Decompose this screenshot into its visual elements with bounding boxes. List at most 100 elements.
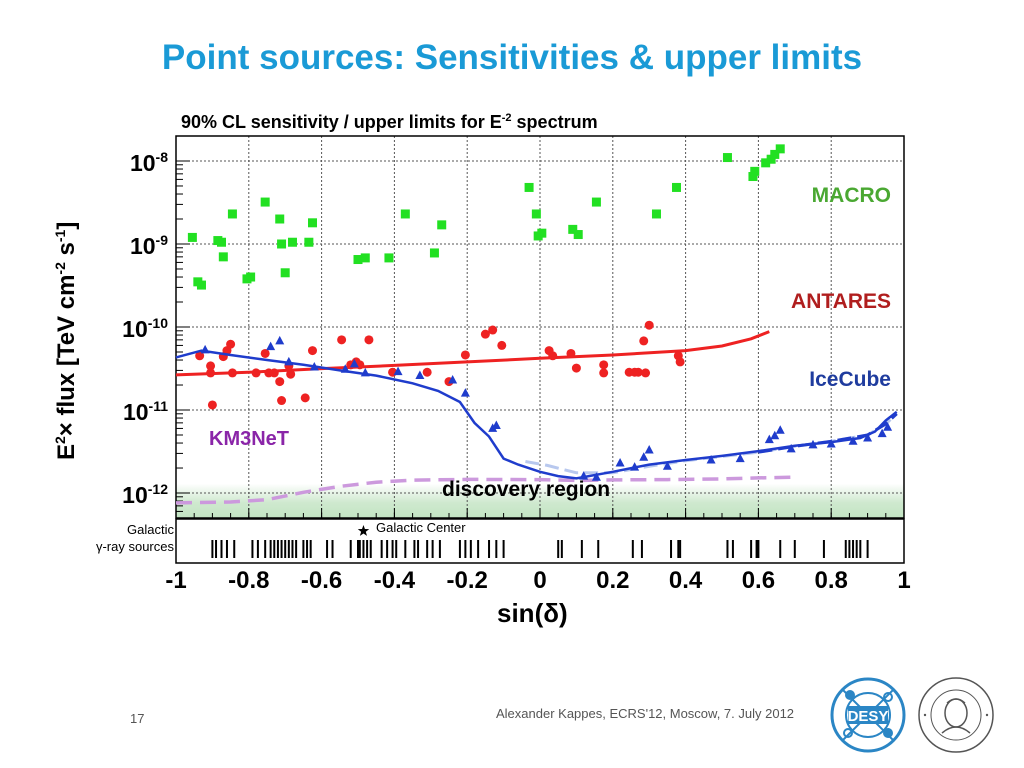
macro-point — [770, 149, 780, 159]
macro-point — [275, 214, 285, 224]
antares-point — [548, 351, 558, 361]
macro-point — [766, 154, 776, 164]
antares-point — [497, 340, 507, 350]
x-tick-label: 0.8 — [815, 567, 848, 594]
antares-point — [675, 357, 685, 367]
slide-title: Point sources: Sensitivities & upper lim… — [161, 38, 863, 77]
antares-point — [286, 369, 296, 379]
icecube-point — [770, 430, 780, 440]
x-tick-label: -0.2 — [447, 567, 488, 594]
macro-point — [304, 237, 314, 247]
x-tick-labels: -1 -0.8 -0.6 -0.4 -0.2 0 0.2 0.4 0.6 0.8 1 — [165, 567, 910, 594]
seal-portrait-hair — [946, 698, 966, 704]
icecube-point — [877, 428, 887, 438]
icecube-point — [460, 388, 470, 397]
icecube-point — [775, 425, 785, 434]
x-tick-label: -0.6 — [301, 567, 342, 594]
icecube-point — [284, 356, 294, 366]
seal-inner-circle — [930, 689, 982, 741]
icecube-point — [808, 439, 818, 449]
icecube-point — [393, 366, 403, 376]
macro-point — [384, 253, 394, 263]
macro-point — [218, 252, 228, 262]
icecube-point — [662, 461, 672, 470]
seal-dot — [985, 713, 989, 717]
icecube-point — [448, 374, 458, 384]
macro-point — [400, 209, 410, 219]
x-tick-label: -0.4 — [374, 567, 416, 594]
antares-series — [175, 320, 770, 410]
antares-point — [251, 368, 261, 378]
macro-point — [591, 197, 601, 207]
antares-point — [571, 363, 581, 373]
antares-point — [488, 325, 498, 335]
icecube-dashed-curve-north — [758, 412, 898, 454]
icecube-dashed-curve — [525, 412, 898, 475]
antares-point — [206, 368, 216, 378]
macro-point — [761, 158, 771, 168]
axis-ticks — [175, 135, 905, 519]
desy-logo-dot — [843, 728, 853, 738]
antares-point — [226, 339, 236, 349]
macro-point — [437, 220, 447, 230]
plot-title-exponent: -2 — [501, 112, 512, 124]
icecube-point — [883, 422, 893, 431]
icecube-point — [415, 370, 425, 380]
icecube-series — [175, 335, 898, 481]
source-strip-frame — [175, 518, 905, 564]
icecube-point — [360, 367, 370, 377]
x-tick-label: 0.4 — [669, 567, 703, 594]
seal-portrait-shoulders — [941, 726, 971, 734]
antares-point — [275, 377, 285, 387]
macro-point — [722, 153, 732, 163]
desy-logo-dot — [883, 692, 893, 702]
km3net-series — [175, 475, 795, 505]
seal-portrait-head — [944, 698, 968, 728]
macro-point — [360, 253, 370, 263]
icecube-point — [275, 335, 285, 345]
antares-point — [644, 320, 654, 330]
antares-sensitivity-curve — [175, 330, 770, 377]
macro-point — [196, 280, 206, 290]
y-tick-label: 10-12 — [122, 481, 168, 508]
y-tick-label: 10-8 — [130, 149, 168, 176]
desy-logo-inner-ring — [845, 692, 891, 738]
antares-point — [206, 361, 216, 371]
macro-point — [246, 272, 256, 282]
antares-point — [633, 367, 643, 377]
discovery-region-label: discovery region — [442, 478, 611, 501]
y-tick-label: 10-11 — [123, 398, 168, 425]
page-number: 17 — [130, 711, 145, 726]
macro-point — [429, 248, 439, 258]
icecube-point — [764, 434, 774, 444]
legend-macro: MACRO — [811, 184, 891, 207]
antares-point — [337, 335, 347, 345]
icecube-point — [706, 454, 716, 464]
plot-title-tail: spectrum — [511, 112, 598, 132]
antares-point — [480, 329, 490, 339]
footer-text: Alexander Kappes, ECRS'12, Moscow, 7. Ju… — [496, 706, 795, 721]
antares-point — [599, 360, 609, 370]
macro-point — [524, 182, 534, 192]
x-tick-label: 1 — [897, 567, 910, 594]
legend-antares: ANTARES — [791, 290, 891, 313]
macro-point — [573, 230, 583, 240]
antares-point — [195, 351, 205, 361]
macro-point — [227, 209, 237, 219]
y-tick-labels: 10-12 10-11 10-10 10-9 10-8 — [122, 149, 168, 508]
antares-point — [566, 348, 576, 358]
antares-point — [300, 393, 310, 403]
macro-series — [187, 144, 785, 290]
x-tick-label: -1 — [165, 567, 186, 594]
humboldt-seal — [918, 677, 994, 753]
desy-logo-dot — [845, 690, 855, 700]
plot-title-main: 90% CL sensitivity / upper limits for E — [181, 112, 502, 132]
macro-point — [748, 172, 758, 182]
seal-outer-circle — [918, 677, 994, 753]
icecube-point — [309, 361, 319, 371]
icecube-point — [630, 462, 640, 471]
legend-icecube: IceCube — [809, 368, 891, 391]
km3net-sensitivity-curve — [175, 475, 795, 505]
x-tick-label: 0.2 — [596, 567, 629, 594]
